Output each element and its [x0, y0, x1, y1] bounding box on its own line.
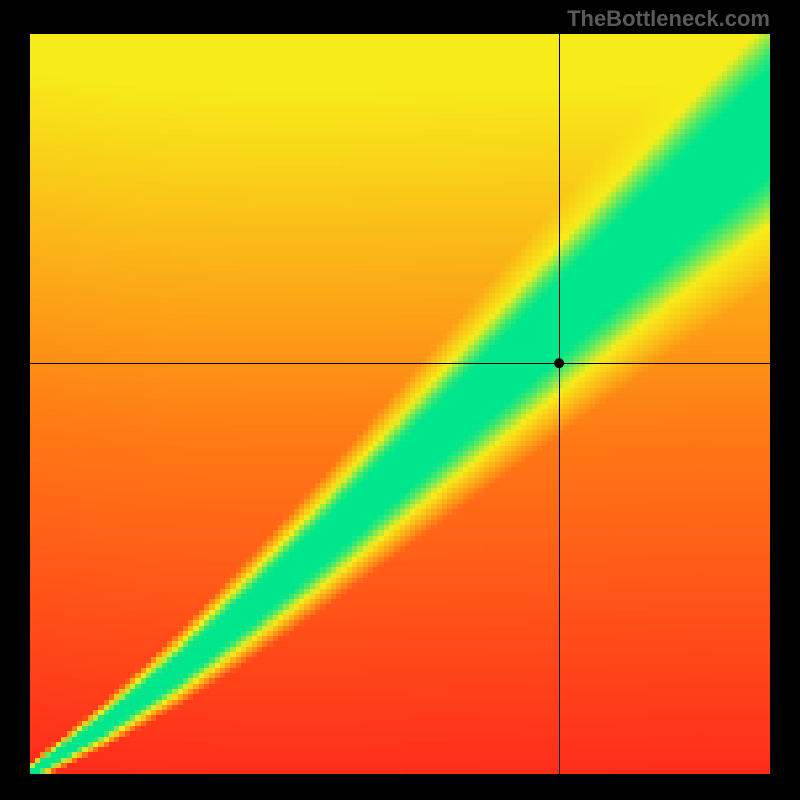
bottleneck-heatmap — [30, 34, 770, 774]
watermark-text: TheBottleneck.com — [567, 6, 770, 32]
page-root: TheBottleneck.com — [0, 0, 800, 800]
